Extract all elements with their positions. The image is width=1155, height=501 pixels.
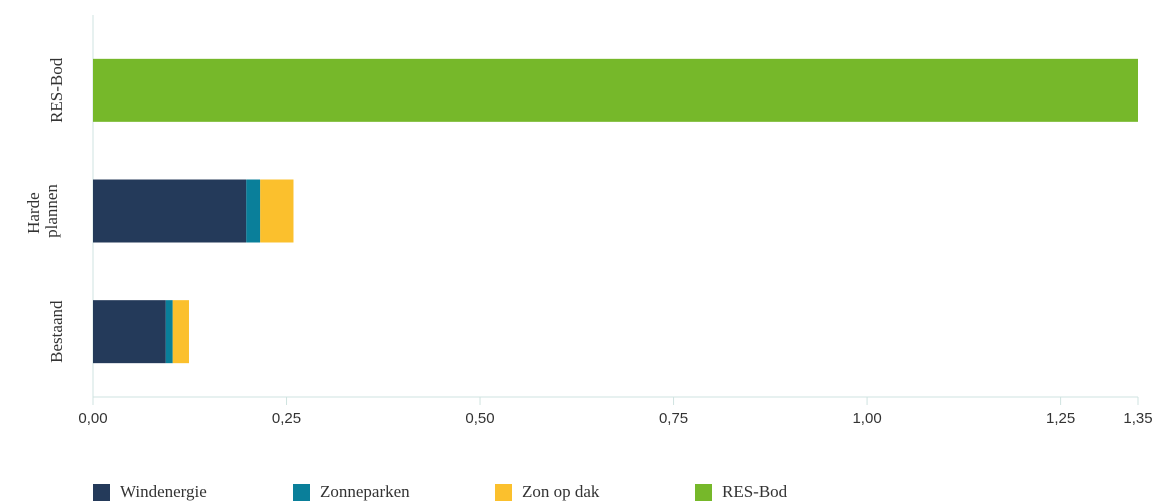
bar-segment: [246, 179, 261, 243]
bar-segment: [93, 58, 1138, 122]
x-tick-label: 1,25: [1046, 410, 1075, 427]
bar-segment: [165, 300, 173, 364]
y-tick-label: RES-Bod: [47, 57, 66, 123]
x-tick-label: 0,00: [78, 410, 107, 427]
bar-segment: [172, 300, 189, 364]
y-tick-label: Bestaand: [47, 300, 66, 363]
bar-segment: [260, 179, 294, 243]
bar-segment: [93, 179, 247, 243]
x-tick-label: 1,00: [852, 410, 881, 427]
legend-swatch: [695, 484, 712, 501]
bar-segment: [93, 300, 166, 364]
legend-swatch: [495, 484, 512, 501]
legend-swatch: [293, 484, 310, 501]
legend-label: RES-Bod: [722, 482, 788, 501]
x-tick-label: 0,75: [659, 410, 688, 427]
x-tick-label: 0,50: [465, 410, 494, 427]
x-tick-label: 1,35: [1123, 410, 1152, 427]
x-tick-label: 0,25: [272, 410, 301, 427]
y-tick-label: Harde plannen: [24, 184, 61, 238]
legend-label: Zonneparken: [320, 482, 410, 501]
legend-label: Zon op dak: [522, 482, 600, 501]
legend-swatch: [93, 484, 110, 501]
legend-label: Windenergie: [120, 482, 207, 501]
